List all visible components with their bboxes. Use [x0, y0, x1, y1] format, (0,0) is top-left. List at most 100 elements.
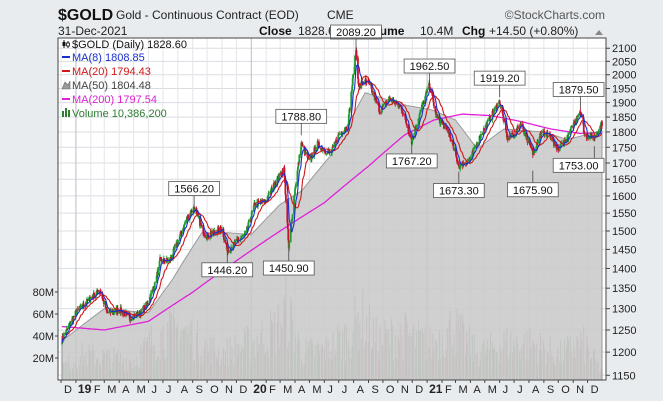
ma200-line	[61, 113, 602, 331]
candle-body	[288, 242, 291, 249]
candle-body	[259, 201, 262, 203]
candle-body	[196, 212, 199, 214]
candle-body	[539, 133, 542, 136]
candle-body	[378, 105, 380, 112]
volume-tick-label: 20M	[33, 353, 54, 365]
candle-body	[274, 183, 277, 186]
candle-body	[515, 128, 518, 134]
candle-body	[159, 257, 161, 261]
candle-body	[415, 126, 418, 128]
candle-body	[232, 241, 235, 248]
candle-body	[226, 247, 229, 254]
candle-body	[296, 167, 299, 171]
candle-body	[281, 171, 284, 175]
candle-body	[324, 152, 327, 154]
candle-body	[104, 301, 107, 309]
candle-body	[172, 254, 174, 259]
candle-body	[79, 305, 82, 309]
annotation-label: 1566.20	[174, 184, 214, 196]
candle-body	[133, 314, 136, 316]
candle-body	[446, 128, 449, 130]
date-tick-label: A	[122, 384, 130, 396]
price-tick-label: 1700	[612, 158, 636, 170]
candle-body	[246, 226, 248, 233]
candle-body	[412, 136, 415, 138]
candle-body	[318, 146, 321, 148]
price-tick-label: 2000	[612, 70, 636, 82]
candle-body	[486, 120, 489, 122]
candle-body	[216, 233, 219, 235]
candle-body	[506, 135, 509, 141]
candle-body	[267, 192, 270, 199]
candle-body	[304, 149, 307, 154]
candle-body	[216, 229, 219, 234]
candle-body	[124, 312, 127, 317]
candle-body	[177, 240, 180, 245]
candle-body	[415, 127, 417, 130]
candle-body	[348, 109, 351, 111]
candle-body	[389, 98, 392, 100]
candle-body	[327, 150, 330, 153]
candle-body	[192, 210, 195, 213]
candle-body	[130, 319, 133, 321]
candle-body	[599, 126, 601, 132]
candle-body	[241, 235, 244, 238]
date-tick-label: J	[342, 384, 348, 396]
candle-body	[271, 189, 274, 192]
candle-body	[136, 311, 139, 316]
candle-body	[555, 143, 558, 149]
candle-body	[76, 308, 79, 312]
candle-body	[505, 130, 508, 132]
annotation-box	[275, 108, 328, 124]
date-tick-label: N	[225, 384, 233, 396]
candle-body	[74, 311, 77, 317]
candle-body	[590, 133, 593, 135]
candle-body	[452, 143, 455, 150]
annotation-label: 1753.00	[559, 160, 599, 172]
candle-body	[174, 246, 176, 249]
candle-body	[556, 148, 559, 150]
candle-body	[266, 196, 269, 201]
candle-body	[250, 211, 253, 217]
candle-body	[351, 85, 354, 91]
candle-body	[197, 213, 199, 217]
date-tick-label: 20	[253, 382, 267, 396]
candle-body	[206, 235, 208, 239]
candle-body	[106, 310, 109, 312]
candle-body	[385, 102, 388, 104]
candle-body	[85, 303, 88, 304]
annotation-label: 1767.20	[392, 156, 432, 168]
candle-body	[219, 227, 222, 230]
candle-body	[345, 126, 348, 130]
candle-body	[399, 105, 402, 107]
price-tick-label: 1200	[612, 347, 636, 359]
candle-body	[418, 118, 420, 120]
candle-body	[379, 111, 381, 114]
candle-body	[528, 138, 531, 144]
candle-body	[498, 100, 501, 104]
candle-body	[284, 182, 287, 195]
candle-body	[401, 111, 404, 114]
candle-body	[468, 159, 470, 162]
candle-body	[552, 136, 554, 142]
candle-body	[268, 192, 270, 194]
candle-body	[347, 114, 350, 125]
candle-body	[185, 219, 188, 223]
candle-body	[202, 225, 205, 234]
candle-body	[100, 292, 102, 294]
candle-body	[523, 131, 526, 135]
candle-body	[98, 291, 101, 294]
candle-body	[247, 221, 250, 227]
date-tick-label: A	[298, 384, 306, 396]
candle-body	[183, 224, 185, 230]
candle-body	[449, 134, 452, 138]
candle-body	[240, 237, 243, 239]
candle-body	[577, 115, 580, 116]
candle-body	[427, 88, 430, 90]
candle-body	[187, 215, 190, 220]
candle-body	[481, 134, 484, 136]
candle-body	[405, 122, 408, 125]
candle-body	[592, 138, 595, 140]
price-tick-label: 1350	[612, 283, 636, 295]
candle-body	[325, 153, 328, 155]
